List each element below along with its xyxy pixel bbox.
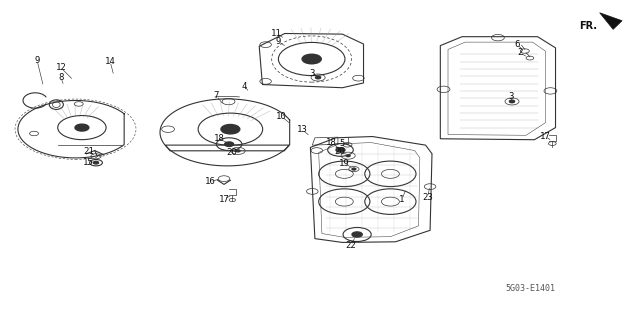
- Circle shape: [509, 100, 515, 103]
- Text: 8: 8: [58, 73, 63, 82]
- Text: 9: 9: [35, 56, 40, 65]
- Circle shape: [225, 142, 234, 146]
- Text: 7: 7: [214, 91, 219, 100]
- Text: 16: 16: [205, 177, 215, 186]
- Text: 5G03-E1401: 5G03-E1401: [505, 284, 555, 293]
- Text: 6: 6: [515, 40, 520, 49]
- Text: 17: 17: [540, 132, 550, 141]
- Text: 10: 10: [276, 112, 287, 121]
- Text: 9: 9: [276, 37, 281, 46]
- Text: 2: 2: [517, 48, 522, 57]
- Text: 21: 21: [83, 147, 93, 156]
- Circle shape: [352, 168, 356, 170]
- Text: 20: 20: [227, 148, 237, 157]
- Text: 4: 4: [242, 82, 247, 91]
- Text: 5: 5: [340, 139, 345, 148]
- Text: 12: 12: [56, 63, 66, 72]
- Text: 17: 17: [219, 195, 229, 204]
- Text: 18: 18: [326, 138, 337, 147]
- Polygon shape: [600, 13, 622, 29]
- Text: 18: 18: [214, 134, 224, 143]
- Text: 3: 3: [508, 92, 513, 101]
- Text: 22: 22: [346, 241, 356, 250]
- Text: 14: 14: [105, 57, 115, 66]
- Circle shape: [336, 148, 345, 152]
- Circle shape: [346, 155, 350, 157]
- Circle shape: [316, 76, 321, 79]
- Text: 19: 19: [339, 159, 349, 168]
- Text: 23: 23: [422, 193, 433, 202]
- Text: 1: 1: [399, 195, 404, 204]
- Circle shape: [93, 161, 99, 164]
- Circle shape: [236, 150, 240, 152]
- Circle shape: [352, 232, 362, 237]
- Circle shape: [221, 124, 240, 134]
- Text: 20: 20: [334, 147, 344, 156]
- Text: 3: 3: [310, 69, 315, 78]
- Text: 15: 15: [83, 158, 93, 167]
- Circle shape: [302, 54, 321, 64]
- Text: FR.: FR.: [579, 21, 597, 31]
- Text: 11: 11: [271, 29, 282, 38]
- Circle shape: [75, 124, 89, 131]
- Text: 13: 13: [297, 125, 307, 134]
